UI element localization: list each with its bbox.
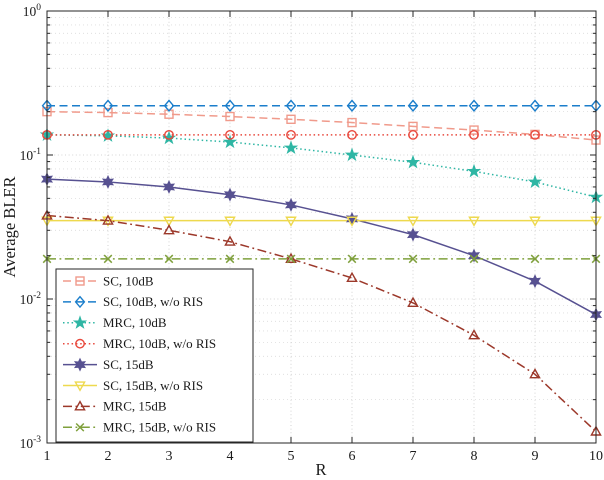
series-line — [46, 110, 597, 141]
legend-entry: SC, 10dB — [63, 273, 154, 288]
series-markers — [41, 99, 602, 112]
series-markers — [41, 209, 602, 436]
series-markers — [42, 129, 601, 140]
legend-label: MRC, 15dB, w/o RIS — [103, 420, 216, 435]
y-axis-label: Average BLER — [0, 177, 19, 278]
svg-text:2: 2 — [105, 449, 112, 464]
legend-label: SC, 15dB, w/o RIS — [103, 378, 203, 393]
legend-label: SC, 15dB — [103, 357, 154, 372]
svg-text:100: 100 — [23, 3, 42, 19]
series-line — [46, 178, 597, 316]
svg-text:6: 6 — [349, 449, 356, 464]
x-axis-label: R — [315, 460, 326, 479]
legend-entry: MRC, 10dB, w/o RIS — [63, 336, 216, 351]
svg-text:5: 5 — [288, 449, 295, 464]
svg-text:10-1: 10-1 — [20, 147, 42, 163]
legend-entry: MRC, 15dB, w/o RIS — [63, 420, 216, 435]
legend-label: MRC, 10dB, w/o RIS — [103, 336, 216, 351]
svg-text:10: 10 — [589, 449, 603, 464]
svg-text:7: 7 — [410, 449, 417, 464]
svg-text:10-2: 10-2 — [20, 291, 42, 307]
legend-label: SC, 10dB — [103, 273, 154, 288]
svg-text:8: 8 — [471, 449, 478, 464]
y-tick-labels: 100 10-1 10-2 10-3 — [20, 3, 42, 451]
legend-box — [55, 268, 254, 443]
legend-entry: MRC, 15dB — [63, 399, 167, 414]
svg-text:9: 9 — [532, 449, 539, 464]
x-tick-labels: 1 2 3 4 5 6 7 8 9 10 — [44, 449, 604, 464]
legend-entry: SC, 10dB, w/o RIS — [63, 294, 203, 309]
legend-label: MRC, 10dB — [103, 315, 167, 330]
svg-text:4: 4 — [227, 449, 234, 464]
svg-text:10-3: 10-3 — [20, 435, 42, 451]
svg-text:1: 1 — [44, 449, 51, 464]
legend-entry: MRC, 10dB — [63, 315, 167, 330]
svg-text:3: 3 — [166, 449, 173, 464]
legend-entry: SC, 15dB, w/o RIS — [63, 378, 203, 393]
series-line — [46, 134, 597, 198]
legend-label: MRC, 15dB — [103, 399, 167, 414]
series-markers — [39, 127, 604, 204]
series-markers — [42, 254, 601, 264]
legend: SC, 10dB SC, 10dB, w/o RIS MRC, 10dB MRC, 1… — [55, 268, 254, 443]
axes-box — [46, 10, 597, 444]
legend-label: SC, 10dB, w/o RIS — [103, 294, 203, 309]
legend-entry: SC, 15dB — [63, 357, 154, 372]
series-line — [46, 214, 597, 433]
